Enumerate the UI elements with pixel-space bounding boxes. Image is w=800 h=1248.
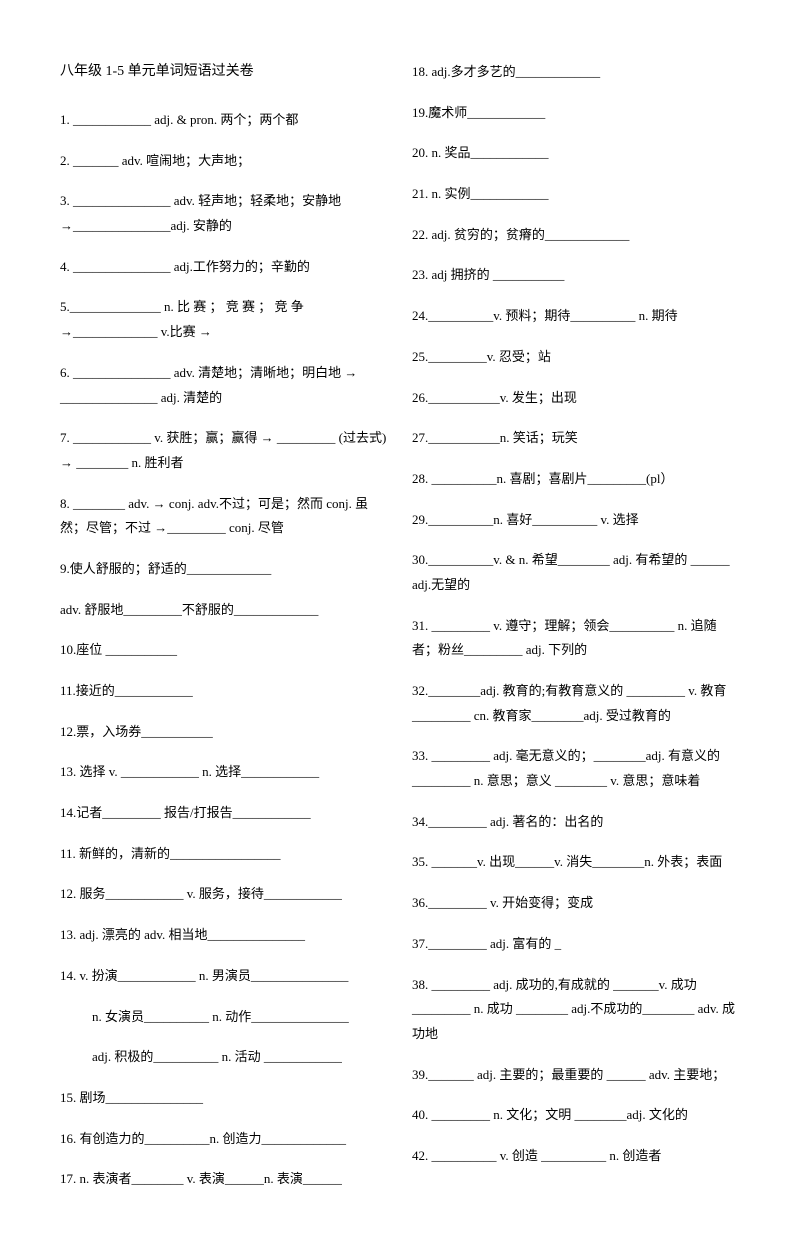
question-item: adj. 积极的__________ n. 活动 ____________ [92,1045,388,1070]
question-item: n. 女演员__________ n. 动作_______________ [92,1005,388,1030]
question-item: 18. adj.多才多艺的_____________ [412,60,740,85]
question-item: 29.__________n. 喜好__________ v. 选择 [412,508,740,533]
page-title: 八年级 1-5 单元单词短语过关卷 [60,60,388,80]
question-item: 19.魔术师____________ [412,101,740,126]
question-item: 25._________v. 忍受；站 [412,345,740,370]
question-item: 17. n. 表演者________ v. 表演______n. 表演_____… [60,1167,388,1192]
right-column: 18. adj.多才多艺的_____________ 19.魔术师________… [412,60,740,1169]
question-item: 42. __________ v. 创造 __________ n. 创造者 [412,1144,740,1169]
question-item: 15. 剧场_______________ [60,1086,388,1111]
question-item: 22. adj. 贫穷的；贫瘠的_____________ [412,223,740,248]
question-item: 33. _________ adj. 毫无意义的；________adj. 有意… [412,744,740,793]
question-item: 4. _______________ adj.工作努力的；辛勤的 [60,255,388,280]
question-item: 21. n. 实例____________ [412,182,740,207]
question-item: 40. _________ n. 文化；文明 ________adj. 文化的 [412,1103,740,1128]
question-item: 11.接近的____________ [60,679,388,704]
question-item: 37._________ adj. 富有的 _ [412,932,740,957]
question-item: 6. _______________ adv. 清楚地；清晰地；明白地 → __… [60,361,388,410]
question-item: adv. 舒服地_________不舒服的_____________ [60,598,388,623]
question-item: 34._________ adj. 著名的：出名的 [412,810,740,835]
question-item: 26.___________v. 发生；出现 [412,386,740,411]
question-item: 14.记者_________ 报告/打报告____________ [60,801,388,826]
question-item: 3. _______________ adv. 轻声地；轻柔地；安静地 →___… [60,189,388,238]
question-item: 11. 新鲜的，清新的_________________ [60,842,388,867]
question-item: 23. adj 拥挤的 ___________ [412,263,740,288]
question-item: 13. 选择 v. ____________ n. 选择____________ [60,760,388,785]
question-item: 30.__________v. & n. 希望________ adj. 有希望… [412,548,740,597]
question-item: 35. _______v. 出现______v. 消失________n. 外表… [412,850,740,875]
question-item: 1. ____________ adj. & pron. 两个；两个都 [60,108,388,133]
left-column: 1. ____________ adj. & pron. 两个；两个都 2. __… [60,108,388,1192]
question-item: 7. ____________ v. 获胜；赢；赢得 → _________ (… [60,426,388,475]
question-item: 27.___________n. 笑话；玩笑 [412,426,740,451]
question-item: 10.座位 ___________ [60,638,388,663]
question-item: 8. ________ adv. → conj. adv.不过；可是；然而 co… [60,492,388,541]
question-item: 24.__________v. 预料；期待__________ n. 期待 [412,304,740,329]
question-item: 39._______ adj. 主要的；最重要的 ______ adv. 主要地… [412,1063,740,1088]
question-item: 38. _________ adj. 成功的,有成就的 _______v. 成功… [412,973,740,1047]
question-item: 12. 服务____________ v. 服务，接待____________ [60,882,388,907]
question-item: 28. __________n. 喜剧；喜剧片_________(pl） [412,467,740,492]
question-item: 13. adj. 漂亮的 adv. 相当地_______________ [60,923,388,948]
question-item: 2. _______ adv. 喧闹地；大声地； [60,149,388,174]
question-item: 32.________adj. 教育的;有教育意义的 _________ v. … [412,679,740,728]
question-item: 14. v. 扮演____________ n. 男演员____________… [60,964,388,989]
question-item: 5.______________ n. 比 赛 ； 竞 赛 ； 竞 争 →___… [60,295,388,344]
question-item: 9.使人舒服的；舒适的_____________ [60,557,388,582]
question-item: 36._________ v. 开始变得；变成 [412,891,740,916]
question-item: 16. 有创造力的__________n. 创造力_____________ [60,1127,388,1152]
question-item: 31. _________ v. 遵守；理解；领会__________ n. 追… [412,614,740,663]
question-item: 12.票，入场券___________ [60,720,388,745]
question-item: 20. n. 奖品____________ [412,141,740,166]
